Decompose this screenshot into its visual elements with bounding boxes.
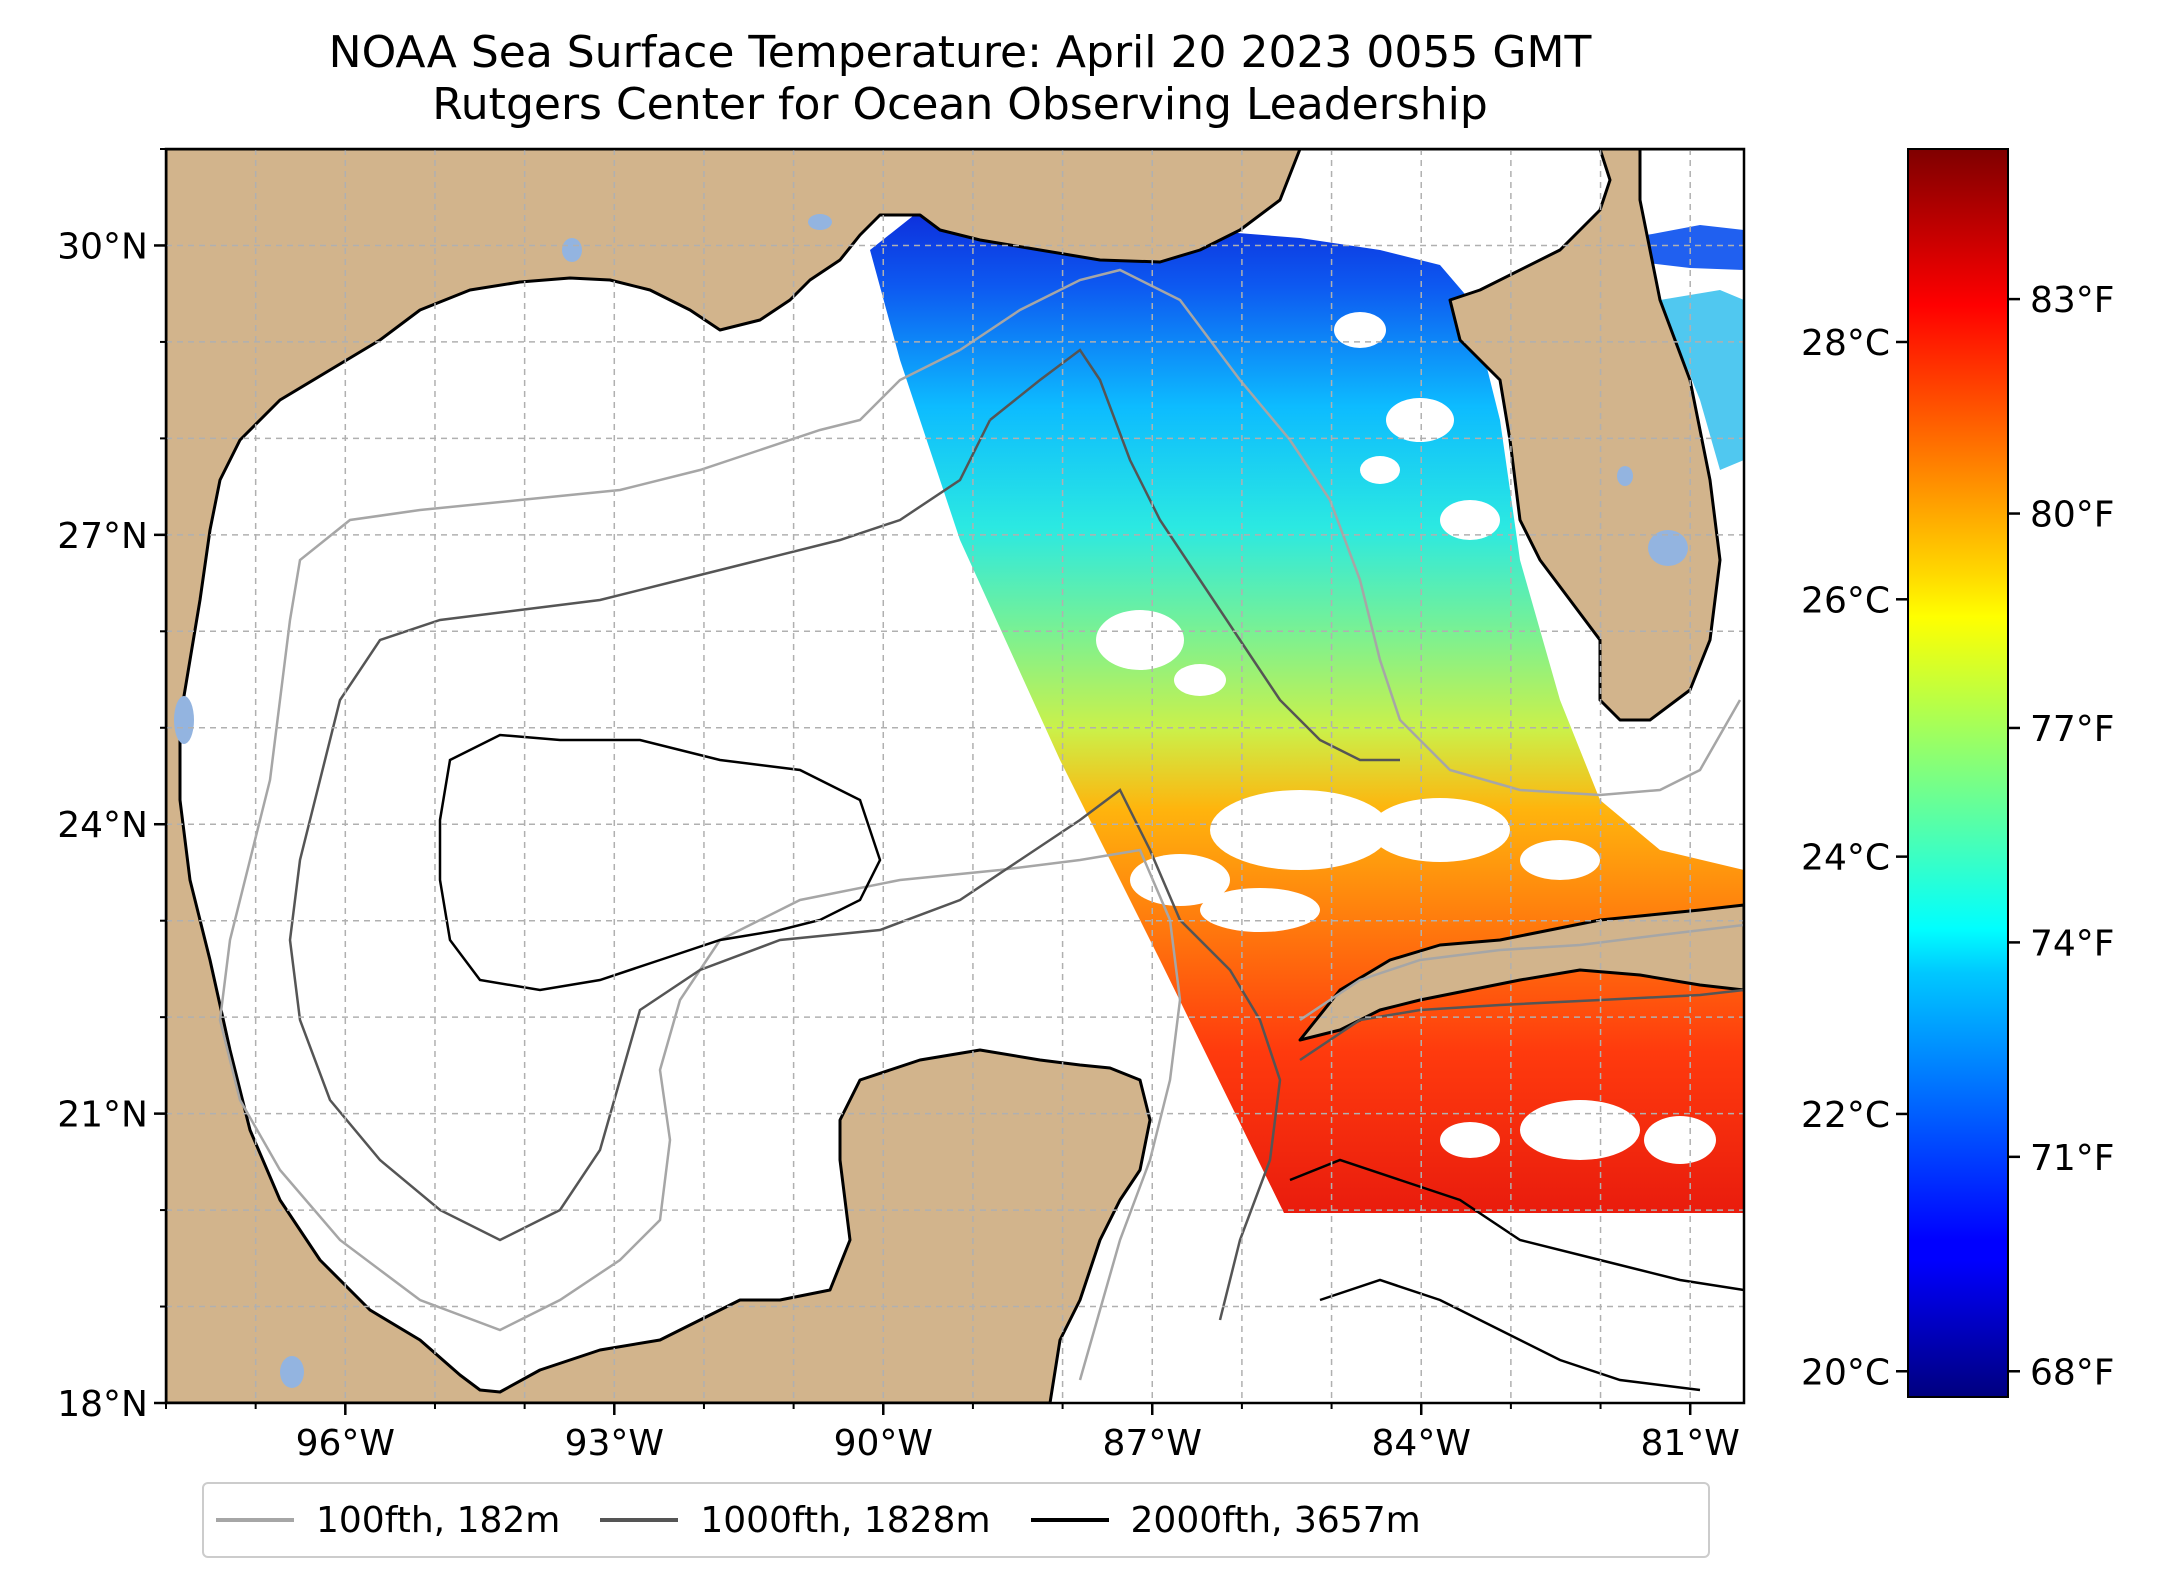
colorbar-celsius-axis: 28°C 26°C 24°C 22°C 20°C xyxy=(1801,323,1908,1393)
legend-label: 100fth, 182m xyxy=(316,1499,561,1541)
map-title: NOAA Sea Surface Temperature: April 20 2… xyxy=(328,27,1592,78)
map-panel: 30°N 27°N 24°N 21°N 18°N 96°W 93°W 90°W 87°W 84°… xyxy=(57,147,1746,1464)
cloud-gaps xyxy=(1096,312,1716,1164)
fahrenheit-tick-label: 83°F xyxy=(2030,280,2115,321)
lakes xyxy=(174,214,1688,1388)
fahrenheit-tick-label: 68°F xyxy=(2030,1352,2115,1393)
fahrenheit-tick-label: 80°F xyxy=(2030,495,2115,536)
bathymetry-2000fth xyxy=(438,733,1744,1392)
map-subtitle: Rutgers Center for Ocean Observing Leade… xyxy=(432,79,1488,130)
legend-line-swatch xyxy=(216,1518,294,1522)
lat-tick-label: 27°N xyxy=(57,516,148,557)
lat-tick-label: 18°N xyxy=(57,1384,148,1425)
lat-tick-label: 24°N xyxy=(57,805,148,846)
celsius-tick-label: 26°C xyxy=(1801,580,1890,621)
lat-tick-label: 30°N xyxy=(57,226,148,267)
lon-tick-label: 84°W xyxy=(1372,1423,1471,1464)
legend-item: 100fth, 182m xyxy=(216,1500,560,1541)
bathymetry-1000fth xyxy=(288,348,1744,1321)
fahrenheit-tick-label: 71°F xyxy=(2030,1138,2115,1179)
graticule xyxy=(166,149,1744,1403)
map-frame xyxy=(164,147,1746,1405)
fahrenheit-tick-label: 74°F xyxy=(2030,923,2115,964)
lat-tick-label: 21°N xyxy=(57,1095,148,1136)
lon-tick-label: 96°W xyxy=(296,1423,395,1464)
legend-item: 1000fth, 1828m xyxy=(600,1499,991,1541)
legend-item: 2000fth, 3657m xyxy=(1030,1499,1421,1541)
colorbar: 28°C 26°C 24°C 22°C 20°C 83°F 80°F 77°F 74°F 71°… xyxy=(1801,148,2115,1398)
lon-tick-label: 81°W xyxy=(1641,1423,1740,1464)
lon-tick-label: 90°W xyxy=(834,1423,933,1464)
colorbar-gradient xyxy=(1907,148,2009,1398)
legend-label: 1000fth, 1828m xyxy=(700,1499,991,1541)
celsius-tick-label: 22°C xyxy=(1801,1095,1890,1136)
latitude-axis: 30°N 27°N 24°N 21°N 18°N xyxy=(57,148,166,1425)
lon-tick-label: 93°W xyxy=(565,1423,664,1464)
legend-label: 2000fth, 3657m xyxy=(1130,1499,1421,1541)
lon-tick-label: 87°W xyxy=(1103,1423,1202,1464)
fahrenheit-tick-label: 77°F xyxy=(2030,709,2115,750)
colorbar-fahrenheit-axis: 83°F 80°F 77°F 74°F 71°F 68°F xyxy=(2008,280,2115,1393)
celsius-tick-label: 20°C xyxy=(1801,1352,1890,1393)
celsius-tick-label: 24°C xyxy=(1801,838,1890,879)
longitude-axis: 96°W 93°W 90°W 87°W 84°W 81°W xyxy=(165,1403,1740,1464)
legend-line-swatch xyxy=(1030,1518,1109,1522)
celsius-tick-label: 28°C xyxy=(1801,323,1890,364)
bathymetry-100fth xyxy=(218,268,1744,1381)
sst-atlantic-patch-2 xyxy=(1660,290,1744,470)
legend-line-swatch xyxy=(600,1518,679,1522)
map-legend: 100fth, 182m 1000fth, 1828m 2000fth, 3657m xyxy=(202,1482,1710,1558)
